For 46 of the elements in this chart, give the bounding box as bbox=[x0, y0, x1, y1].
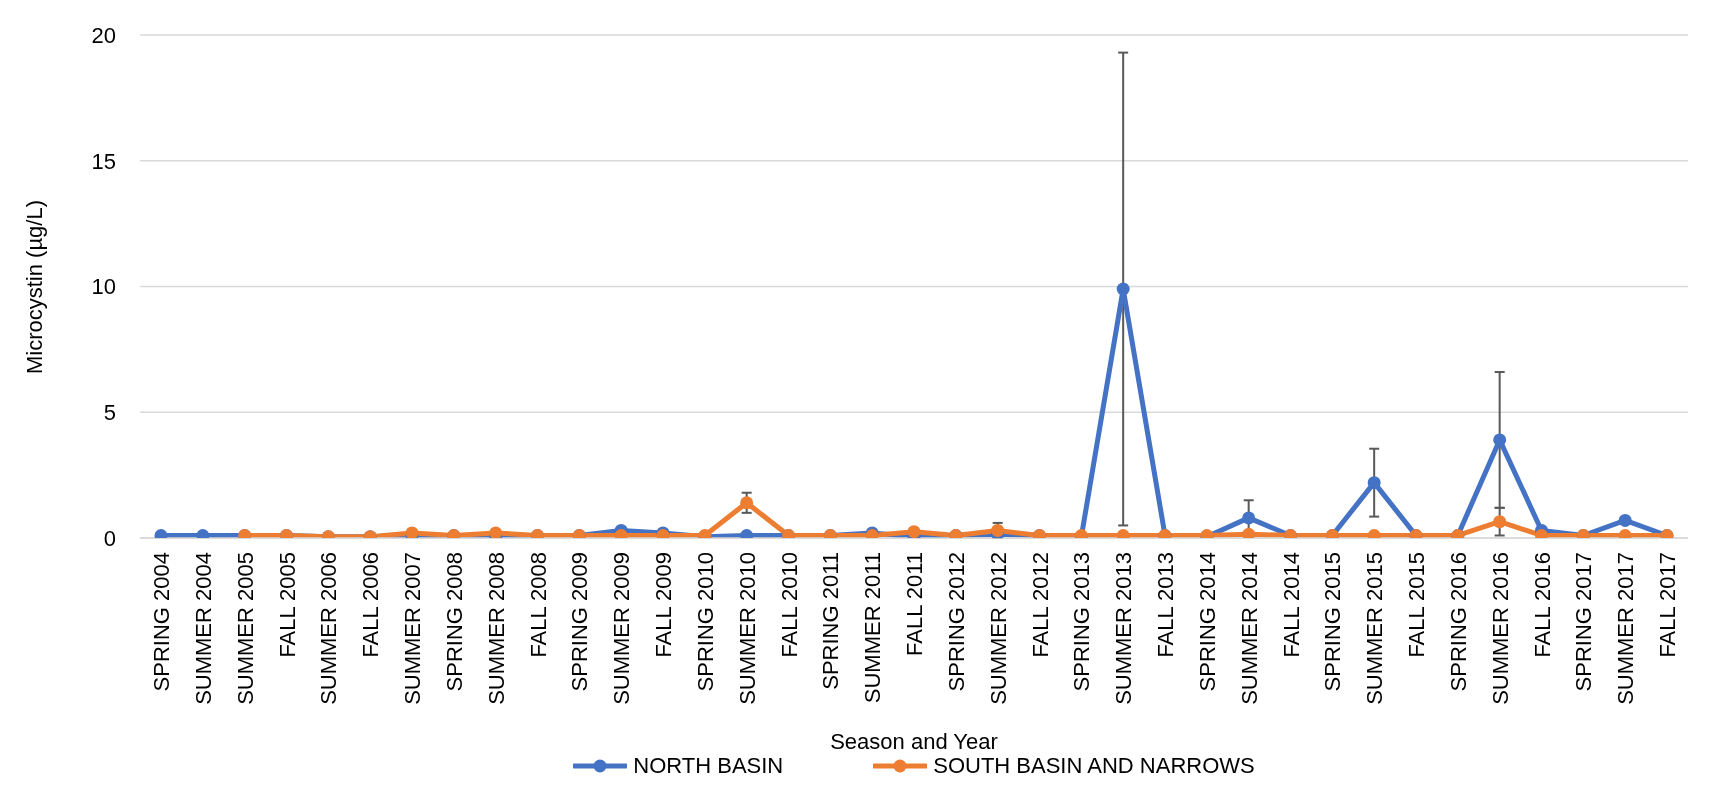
y-tick-label: 0 bbox=[103, 525, 116, 551]
y-tick-label: 20 bbox=[91, 22, 116, 48]
x-tick-label: SPRING 2016 bbox=[1445, 552, 1471, 692]
x-tick-label: SPRING 2008 bbox=[441, 552, 467, 692]
x-tick-label: SPRING 2004 bbox=[148, 552, 174, 692]
x-tick-label: SPRING 2014 bbox=[1194, 552, 1220, 692]
legend-label: NORTH BASIN bbox=[633, 753, 784, 779]
x-tick-label: SUMMER 2006 bbox=[315, 552, 341, 705]
x-tick-label: SPRING 2010 bbox=[692, 552, 718, 692]
x-tick-label: FALL 2005 bbox=[274, 552, 299, 658]
x-tick-label: SUMMER 2009 bbox=[608, 552, 634, 705]
x-tick-label: FALL 2013 bbox=[1152, 552, 1178, 658]
x-tick-label: SUMMER 2017 bbox=[1612, 552, 1638, 705]
x-tick-label: SPRING 2015 bbox=[1319, 552, 1345, 692]
x-tick-label: SUMMER 2005 bbox=[232, 552, 258, 705]
x-tick-label: FALL 2014 bbox=[1278, 552, 1303, 658]
x-tick-label: SPRING 2012 bbox=[943, 552, 969, 692]
x-tick-label: SUMMER 2016 bbox=[1487, 552, 1513, 705]
x-tick-label: FALL 2010 bbox=[776, 552, 801, 658]
x-tick-label: FALL 2015 bbox=[1403, 552, 1429, 658]
x-tick-label: FALL 2008 bbox=[525, 552, 550, 658]
x-tick-label: SUMMER 2014 bbox=[1236, 552, 1262, 705]
y-tick-label: 10 bbox=[91, 274, 116, 300]
x-tick-label: FALL 2012 bbox=[1027, 552, 1052, 658]
x-tick-label: SPRING 2011 bbox=[817, 552, 843, 690]
x-tick-label: SUMMER 2008 bbox=[483, 552, 509, 705]
x-tick-label: FALL 2016 bbox=[1529, 552, 1554, 658]
y-tick-label: 5 bbox=[103, 400, 116, 426]
x-tick-label: SUMMER 2010 bbox=[734, 552, 760, 705]
legend-label: SOUTH BASIN AND NARROWS bbox=[933, 753, 1255, 779]
x-tick-label: FALL 2009 bbox=[650, 552, 676, 658]
x-tick-label: FALL 2006 bbox=[357, 552, 383, 658]
x-tick-label: SUMMER 2004 bbox=[190, 552, 216, 705]
y-axis-title: Microcystin (µg/L) bbox=[21, 199, 48, 374]
x-tick-label: SPRING 2017 bbox=[1570, 552, 1596, 692]
x-tick-label: SUMMER 2011 bbox=[859, 552, 885, 704]
x-tick-label: SUMMER 2015 bbox=[1361, 552, 1387, 705]
x-tick-label: SUMMER 2007 bbox=[399, 552, 425, 705]
x-tick-label: SUMMER 2012 bbox=[985, 552, 1011, 705]
x-tick-label: FALL 2011 bbox=[901, 552, 927, 656]
x-tick-label: SUMMER 2013 bbox=[1110, 552, 1136, 705]
y-tick-label: 15 bbox=[91, 148, 116, 174]
x-tick-label: FALL 2017 bbox=[1654, 552, 1680, 658]
x-axis-title: Season and Year bbox=[830, 728, 998, 755]
x-tick-label: SPRING 2013 bbox=[1068, 552, 1094, 692]
x-tick-label: SPRING 2009 bbox=[566, 552, 592, 692]
